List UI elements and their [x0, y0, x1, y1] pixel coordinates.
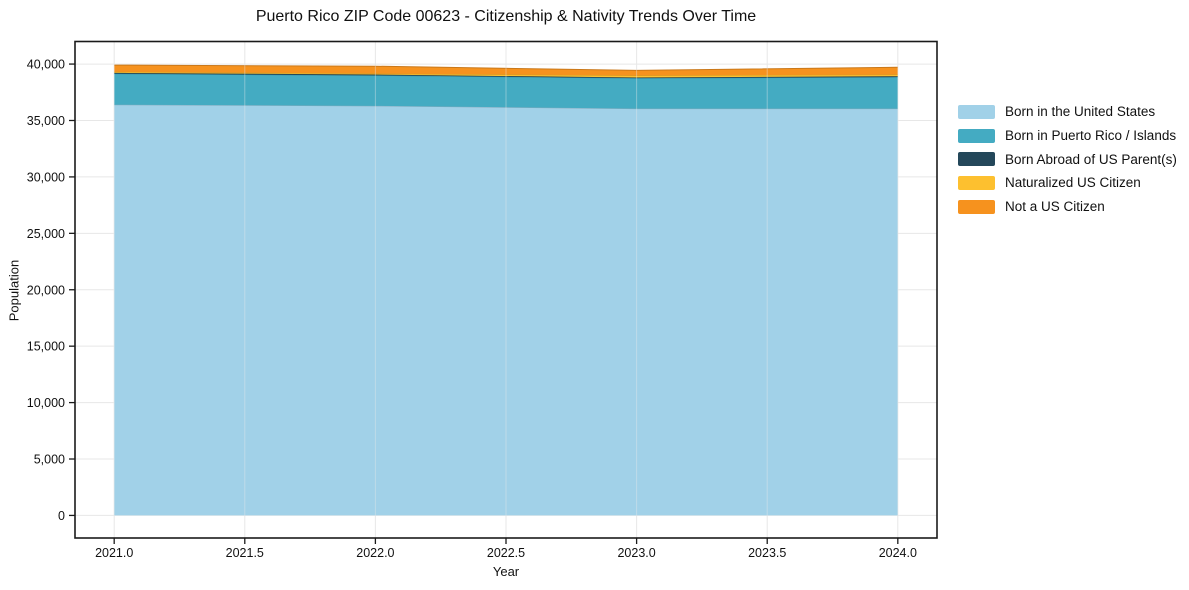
y-tick-label: 40,000: [27, 58, 65, 72]
legend-item: Born in Puerto Rico / Islands: [958, 124, 1177, 148]
legend-label: Born Abroad of US Parent(s): [1005, 151, 1177, 167]
x-tick-label: 2023.0: [617, 546, 655, 560]
legend: Born in the United States Born in Puerto …: [958, 100, 1177, 218]
area-edge: [114, 64, 898, 71]
x-axis-label: Year: [492, 564, 520, 579]
area-born-in-the-united-states: [114, 104, 898, 516]
legend-label: Naturalized US Citizen: [1005, 175, 1141, 191]
legend-item: Born Abroad of US Parent(s): [958, 147, 1177, 171]
y-tick-label: 20,000: [27, 283, 65, 297]
y-tick-label: 30,000: [27, 170, 65, 184]
legend-swatch: [958, 128, 995, 143]
legend-swatch: [958, 199, 995, 214]
legend-swatch: [958, 152, 995, 167]
y-tick-label: 15,000: [27, 340, 65, 354]
x-tick-label: 2021.5: [226, 546, 264, 560]
y-tick-label: 10,000: [27, 396, 65, 410]
y-tick-label: 35,000: [27, 114, 65, 128]
legend-label: Born in Puerto Rico / Islands: [1005, 128, 1177, 144]
x-tick-label: 2022.5: [487, 546, 525, 560]
legend-swatch: [958, 175, 995, 190]
y-tick-label: 25,000: [27, 227, 65, 241]
x-tick-label: 2023.5: [748, 546, 786, 560]
legend-swatch: [958, 104, 995, 119]
legend-label: Born in the United States: [1005, 104, 1156, 120]
x-tick-label: 2024.0: [879, 546, 917, 560]
legend-item: Born in the United States: [958, 100, 1177, 124]
area-born-in-puerto-rico-islands: [114, 73, 898, 109]
chart-title: Puerto Rico ZIP Code 00623 - Citizenship…: [255, 8, 757, 25]
x-tick-label: 2022.0: [356, 546, 394, 560]
y-axis-label: Population: [6, 259, 22, 322]
x-tick-label: 2021.0: [95, 546, 133, 560]
legend-label: Not a US Citizen: [1005, 199, 1105, 215]
legend-item: Not a US Citizen: [958, 195, 1177, 219]
legend-item: Naturalized US Citizen: [958, 171, 1177, 195]
y-tick-label: 0: [58, 509, 65, 523]
area-edge: [114, 71, 898, 76]
area-not-a-us-citizen: [114, 65, 898, 76]
y-tick-label: 5,000: [34, 453, 65, 467]
